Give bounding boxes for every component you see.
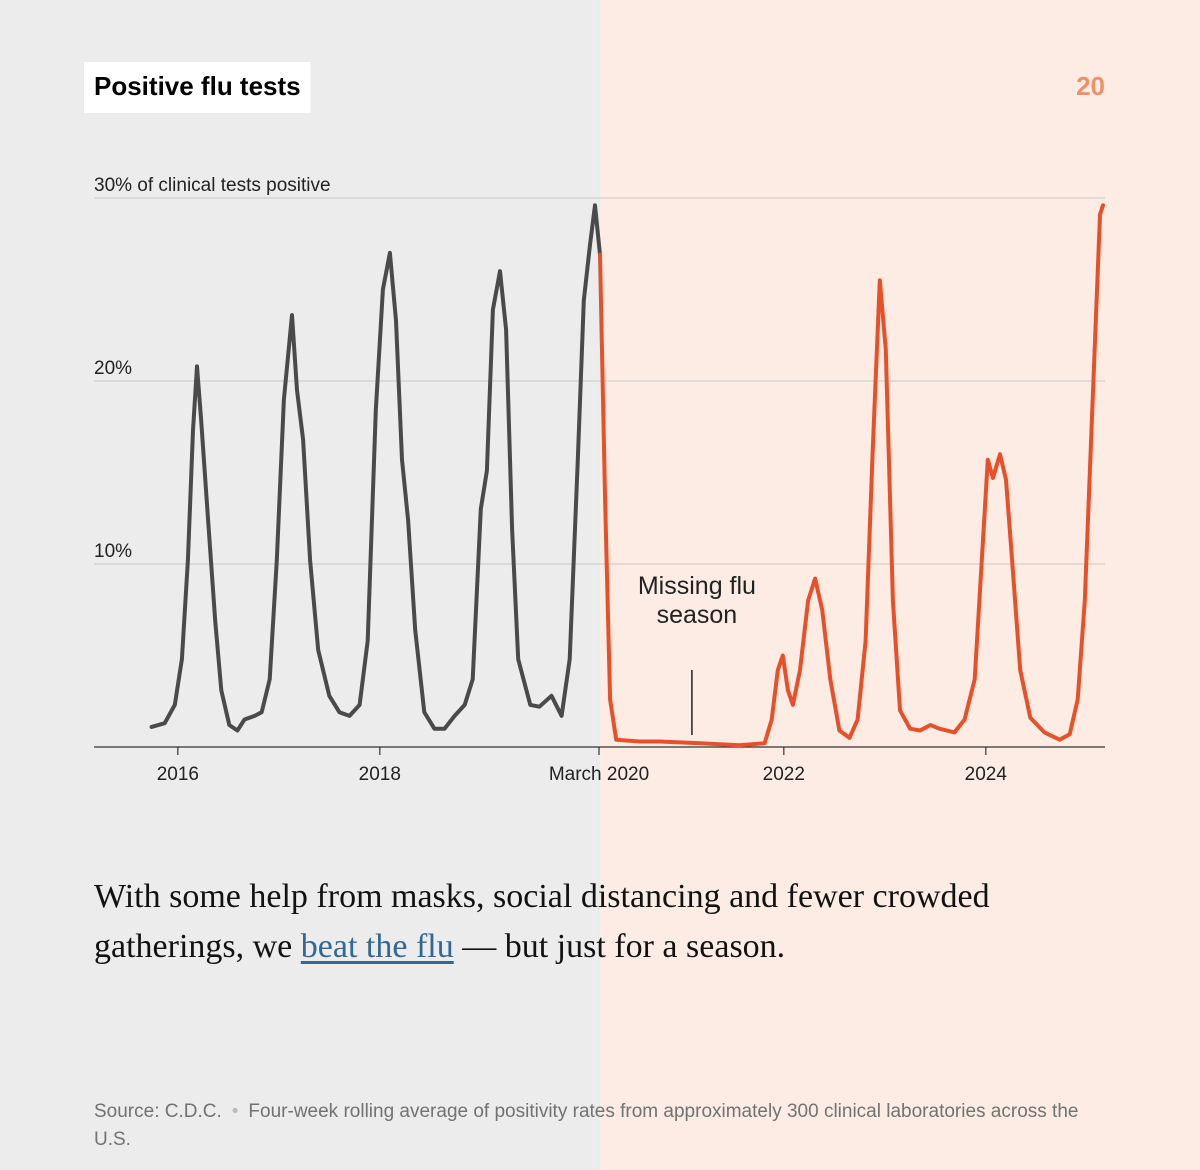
body-text-part: — but just for a season. bbox=[453, 928, 786, 965]
y-tick-label: 30% of clinical tests positive bbox=[94, 175, 331, 196]
y-tick-label: 20% bbox=[94, 358, 132, 379]
line bbox=[149, 203, 602, 733]
separator: • bbox=[231, 1101, 239, 1122]
x-tick-label: 2018 bbox=[359, 764, 401, 785]
x-tick-label: 2016 bbox=[157, 764, 199, 785]
source: Source: C.D.C. • Four-week rolling average… bbox=[94, 1098, 1104, 1154]
source-label: Source: C.D.C. bbox=[94, 1101, 222, 1122]
y-tick-label: 10% bbox=[94, 541, 132, 562]
annotation: Missing flu season bbox=[637, 572, 756, 629]
x-tick-label: March 2020 bbox=[549, 764, 649, 785]
body-text: With some help from masks, social distan… bbox=[94, 872, 1104, 972]
body-text-part: With some help from masks, social distan… bbox=[94, 878, 990, 965]
title-box bbox=[84, 62, 311, 113]
chart-title: Positive flu tests bbox=[94, 71, 301, 101]
source-note: Four-week rolling average of positivity … bbox=[94, 1101, 1079, 1150]
background-after bbox=[598, 0, 1200, 1170]
x-tick-label: 2024 bbox=[965, 764, 1008, 785]
page-number: 20 bbox=[1076, 71, 1105, 101]
line bbox=[598, 203, 1105, 748]
x-tick-label: 2022 bbox=[763, 764, 805, 785]
link[interactable]: beat the flu bbox=[300, 928, 454, 965]
